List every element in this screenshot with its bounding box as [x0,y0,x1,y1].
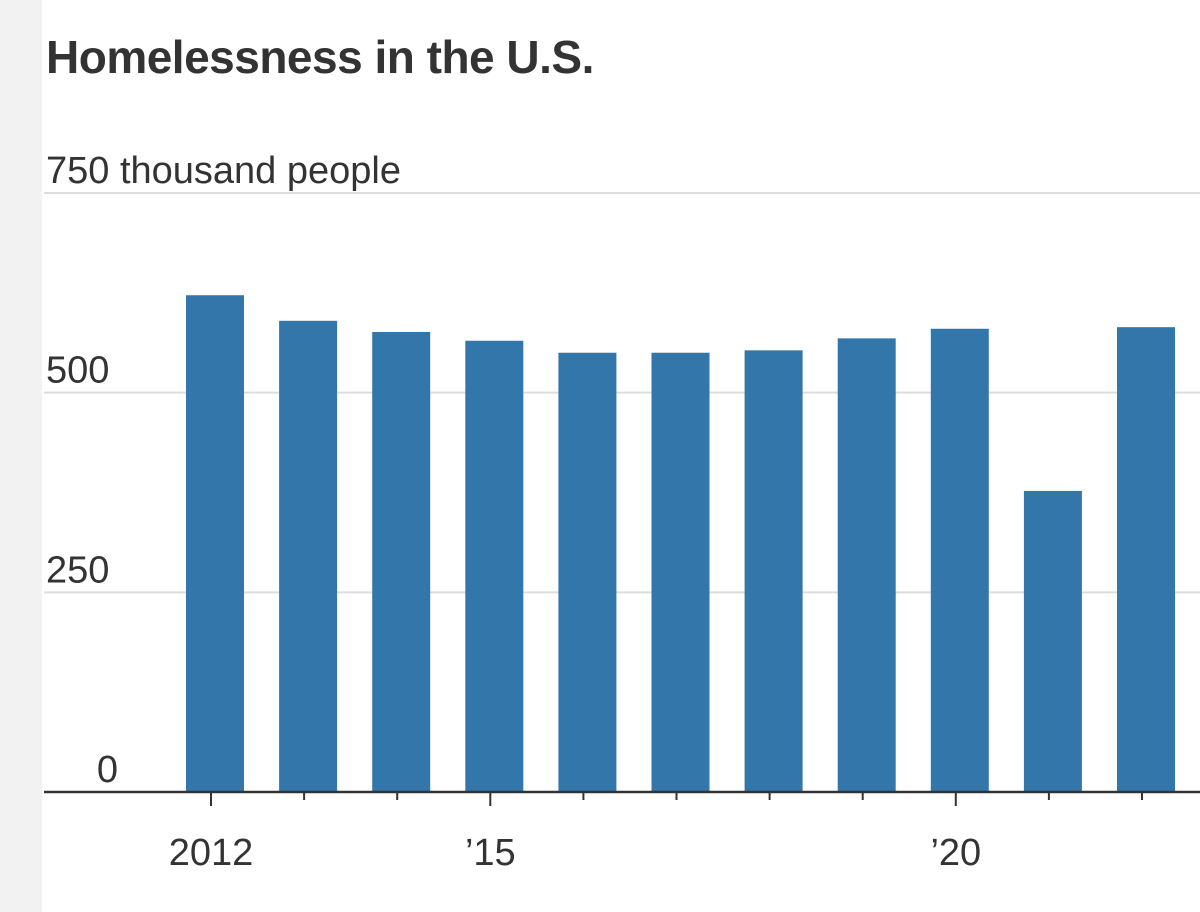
bar-2015 [465,340,524,792]
y-tick-label: 500 [46,350,109,392]
bar-2021 [1023,490,1082,792]
x-axis-labels: 2012 ’15 ’20 [169,832,981,874]
y-tick-label: 0 [97,749,118,791]
bar-2022 [1117,327,1175,792]
bar-2016 [558,352,617,792]
y-axis-labels: 750 thousand people 500 250 0 [46,150,401,791]
y-tick-label: 250 [46,549,109,591]
x-tick-label: 2012 [169,832,254,874]
bar-2014 [372,331,431,792]
bar-series [186,295,1175,792]
bar-2019 [837,338,896,792]
x-tick-label: ’15 [465,832,516,874]
left-margin-strip [0,0,42,912]
bar-2017 [651,352,710,792]
chart-title: Homelessness in the U.S. [46,31,594,83]
x-tick-label: ’20 [930,832,981,874]
bar-2013 [279,320,338,792]
bar-2018 [744,350,803,792]
x-axis [44,790,1200,806]
bar-2012 [186,295,244,792]
y-tick-label: 750 thousand people [46,150,401,192]
bar-2020 [930,328,989,792]
